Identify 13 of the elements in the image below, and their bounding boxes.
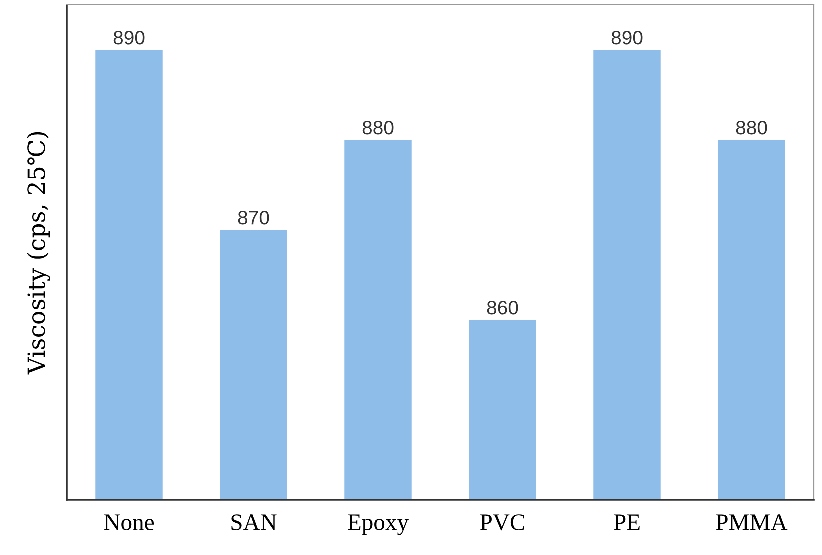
data-label: 880 xyxy=(736,121,768,135)
x-tick-label: PVC xyxy=(480,514,524,531)
data-label: 880 xyxy=(362,121,394,135)
x-tick-label: PE xyxy=(614,514,640,530)
data-label: 890 xyxy=(114,31,145,45)
x-tick-label: SAN xyxy=(232,514,277,531)
data-label: 890 xyxy=(612,31,643,45)
x-tick-label: Epoxy xyxy=(348,514,409,536)
data-label: 870 xyxy=(238,211,270,225)
data-label: 860 xyxy=(487,301,518,315)
x-tick-label: None xyxy=(104,514,154,531)
x-tick-label: PMMA xyxy=(716,514,788,530)
y-axis-title: Viscosity (cps, 25℃) xyxy=(27,132,50,375)
